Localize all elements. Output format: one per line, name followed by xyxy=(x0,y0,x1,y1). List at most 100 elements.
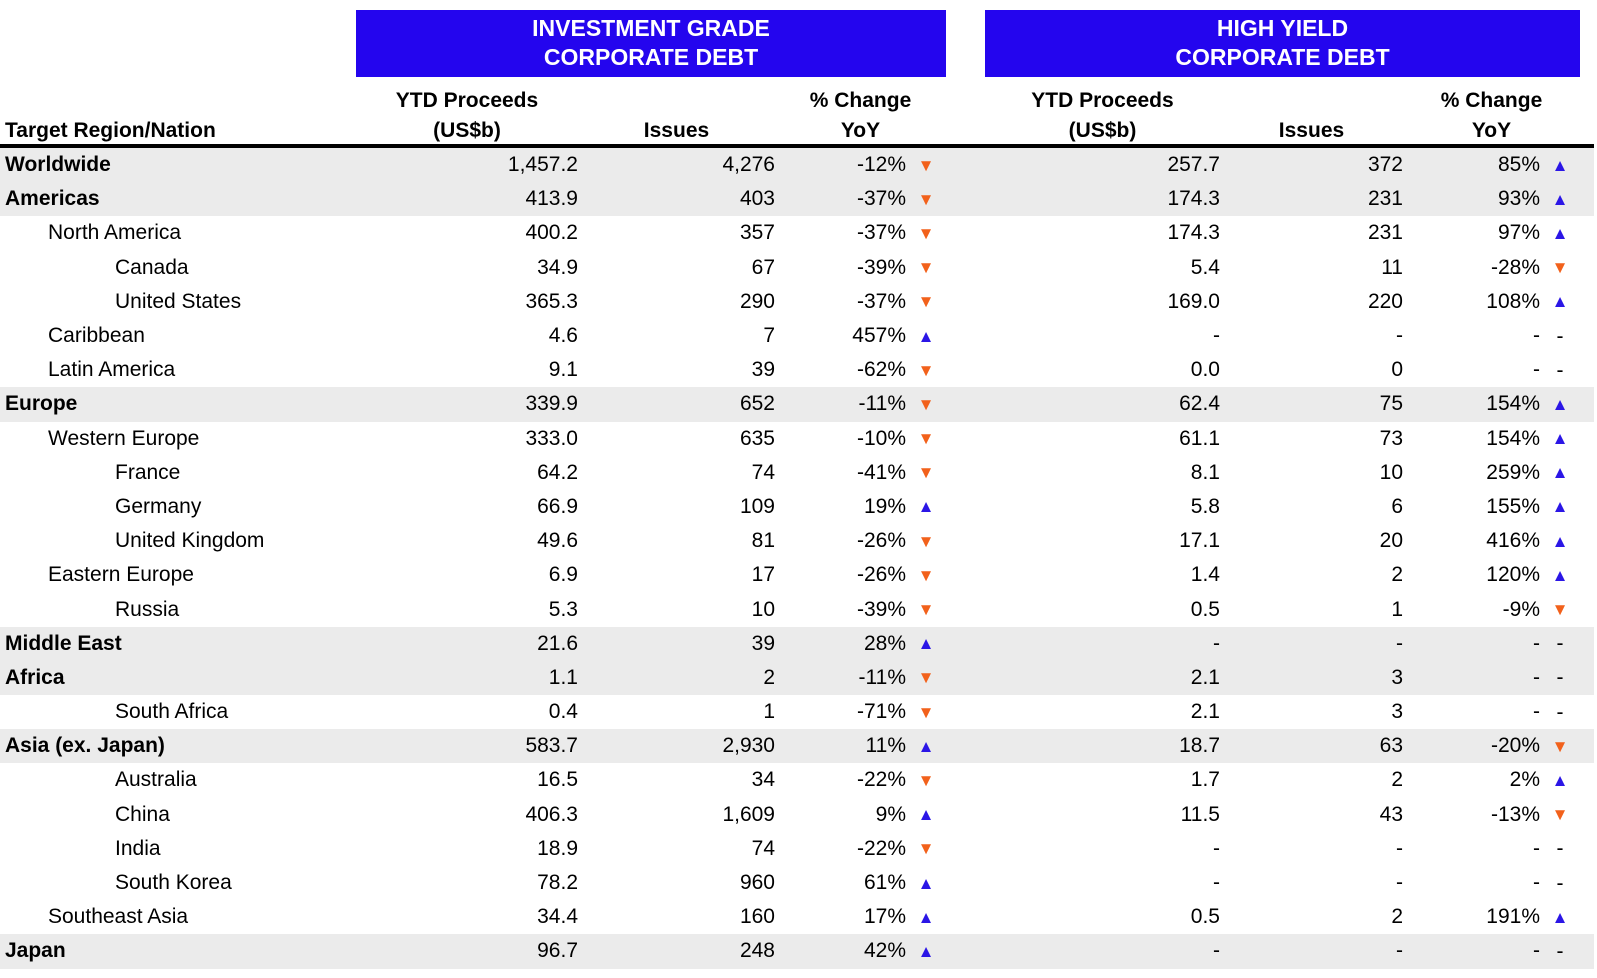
ig-change: -11% xyxy=(858,392,906,416)
hy-up-arrow-icon: ▲ xyxy=(1551,292,1569,312)
ig-proceeds: 66.9 xyxy=(537,494,578,518)
hy-change: 191% xyxy=(1486,905,1540,929)
hy-proceeds: - xyxy=(1213,631,1220,655)
ig-issues: 10 xyxy=(751,597,775,621)
hy-up-arrow-icon: ▲ xyxy=(1551,223,1569,243)
region-name: Eastern Europe xyxy=(48,563,194,587)
hy-issues: - xyxy=(1396,871,1403,895)
hy-up-arrow-icon: ▲ xyxy=(1551,770,1569,790)
hy-proceeds: 0.0 xyxy=(1190,358,1220,382)
hy-issues: 2 xyxy=(1391,905,1403,929)
ig-proceeds-header-line1: YTD Proceeds xyxy=(395,89,539,112)
hy-change: - xyxy=(1533,324,1540,348)
ig-down-arrow-icon: ▼ xyxy=(917,668,935,688)
hy-change: 416% xyxy=(1486,529,1540,553)
ig-change-header-line1: % Change xyxy=(809,89,912,112)
hy-change: - xyxy=(1533,700,1540,724)
ig-issues: 7 xyxy=(763,324,775,348)
hy-up-arrow-icon: ▲ xyxy=(1551,189,1569,209)
ig-up-arrow-icon: ▲ xyxy=(917,941,935,961)
hy-change: 259% xyxy=(1486,460,1540,484)
ig-change: -37% xyxy=(856,221,906,245)
ig-change: 28% xyxy=(863,631,906,655)
hy-proceeds-header-line2: (US$b) xyxy=(1068,119,1137,142)
ig-change: 19% xyxy=(863,494,906,518)
ig-down-arrow-icon: ▼ xyxy=(917,600,935,620)
hy-down-arrow-icon: ▼ xyxy=(1551,736,1569,756)
hy-change: - xyxy=(1533,358,1540,382)
region-name: Latin America xyxy=(48,358,176,382)
ig-issues: 2 xyxy=(763,665,775,689)
hy-issues: - xyxy=(1396,324,1403,348)
ig-proceeds: 64.2 xyxy=(537,460,578,484)
hy-proceeds: 169.0 xyxy=(1167,289,1220,313)
ig-change: -62% xyxy=(856,358,906,382)
debt-league-table: INVESTMENT GRADE CORPORATE DEBT HIGH YIE… xyxy=(0,10,1597,969)
ig-down-arrow-icon: ▼ xyxy=(917,258,935,278)
hy-issues: 73 xyxy=(1379,426,1403,450)
ig-proceeds: 413.9 xyxy=(525,187,578,211)
hy-up-arrow-icon: ▲ xyxy=(1551,497,1569,517)
ig-change-header-line2: YoY xyxy=(840,119,881,142)
ig-change: -71% xyxy=(856,700,906,724)
ig-change: -12% xyxy=(856,153,906,177)
table-row: Southeast Asia 34.4 160 17% ▲ 0.5 2 191%… xyxy=(0,900,1594,934)
high-yield-banner: HIGH YIELD CORPORATE DEBT xyxy=(985,10,1580,77)
region-name: Caribbean xyxy=(48,324,145,348)
ig-up-arrow-icon: ▲ xyxy=(917,497,935,517)
ig-issues: 67 xyxy=(751,255,775,279)
ig-issues: 34 xyxy=(751,768,775,792)
ig-down-arrow-icon: ▼ xyxy=(917,839,935,859)
hy-no-change-dash: - xyxy=(1556,871,1564,895)
table-row: Eastern Europe 6.9 17 -26% ▼ 1.4 2 120% … xyxy=(0,558,1594,592)
ig-proceeds: 9.1 xyxy=(548,358,578,382)
ig-down-arrow-icon: ▼ xyxy=(917,531,935,551)
ig-issues: 290 xyxy=(739,289,775,313)
ig-change: 42% xyxy=(863,939,906,963)
ig-up-arrow-icon: ▲ xyxy=(917,805,935,825)
hy-change: -28% xyxy=(1490,255,1540,279)
ig-proceeds: 583.7 xyxy=(525,734,578,758)
hy-no-change-dash: - xyxy=(1556,837,1564,861)
ig-issues: 109 xyxy=(739,494,775,518)
hy-proceeds: 62.4 xyxy=(1179,392,1220,416)
ig-down-arrow-icon: ▼ xyxy=(917,155,935,175)
hy-issues: 3 xyxy=(1391,700,1403,724)
ig-proceeds: 339.9 xyxy=(525,392,578,416)
hy-banner-line2: CORPORATE DEBT xyxy=(1175,44,1390,70)
ig-down-arrow-icon: ▼ xyxy=(917,394,935,414)
ig-proceeds: 1,457.2 xyxy=(507,153,578,177)
hy-change: 120% xyxy=(1486,563,1540,587)
ig-proceeds: 365.3 xyxy=(525,289,578,313)
hy-proceeds: - xyxy=(1213,871,1220,895)
hy-down-arrow-icon: ▼ xyxy=(1551,805,1569,825)
ig-issues: 1,609 xyxy=(722,802,775,826)
ig-banner-line2: CORPORATE DEBT xyxy=(543,44,759,70)
ig-change: -11% xyxy=(858,665,906,689)
hy-proceeds: 174.3 xyxy=(1167,187,1220,211)
table-row: South Africa 0.4 1 -71% ▼ 2.1 3 - - xyxy=(0,695,1594,729)
hy-no-change-dash: - xyxy=(1556,666,1564,690)
hy-issues: 75 xyxy=(1379,392,1403,416)
hy-up-arrow-icon: ▲ xyxy=(1551,907,1569,927)
table-row: Middle East 21.6 39 28% ▲ - - - - xyxy=(0,626,1594,661)
hy-change: -20% xyxy=(1490,734,1540,758)
hy-up-arrow-icon: ▲ xyxy=(1551,463,1569,483)
ig-change: -39% xyxy=(856,255,906,279)
ig-change: 61% xyxy=(863,871,906,895)
hy-change: 85% xyxy=(1497,153,1540,177)
ig-change: -39% xyxy=(856,597,906,621)
ig-issues: 357 xyxy=(739,221,775,245)
region-name: Western Europe xyxy=(48,426,200,450)
ig-proceeds: 21.6 xyxy=(537,631,578,655)
ig-down-arrow-icon: ▼ xyxy=(917,292,935,312)
hy-proceeds-header-line1: YTD Proceeds xyxy=(1031,89,1174,112)
hy-issues: 20 xyxy=(1379,529,1403,553)
table-row: Western Europe 333.0 635 -10% ▼ 61.1 73 … xyxy=(0,422,1594,456)
hy-change: 2% xyxy=(1509,768,1540,792)
table-row: United States 365.3 290 -37% ▼ 169.0 220… xyxy=(0,285,1594,319)
ig-down-arrow-icon: ▼ xyxy=(917,360,935,380)
table-row: United Kingdom 49.6 81 -26% ▼ 17.1 20 41… xyxy=(0,524,1594,558)
hy-change: 154% xyxy=(1486,392,1540,416)
ig-down-arrow-icon: ▼ xyxy=(917,565,935,585)
